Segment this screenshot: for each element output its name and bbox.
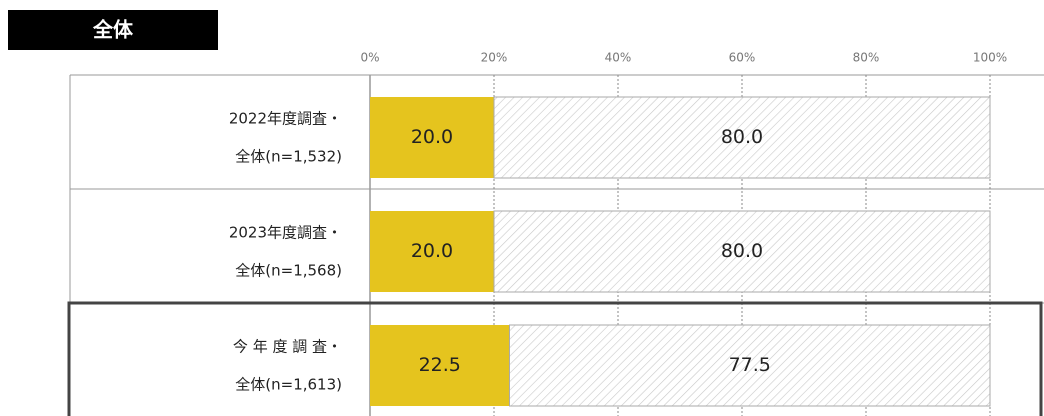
bar-segment xyxy=(370,211,494,292)
bar-segment xyxy=(493,210,991,293)
bar-segment xyxy=(509,324,991,407)
category-label: 全体(n=1,532) xyxy=(235,148,342,166)
value-label: 22.5 xyxy=(419,354,461,376)
category-label: 全体(n=1,613) xyxy=(235,376,342,394)
x-tick-label: 80% xyxy=(853,51,880,65)
category-label: 今 年 度 調 査・ xyxy=(233,338,342,356)
bar-segment xyxy=(493,96,991,179)
value-label: 80.0 xyxy=(721,126,763,148)
bar-segment xyxy=(370,325,510,406)
highlight-frame xyxy=(67,301,1043,416)
header-title: 全体 xyxy=(92,18,134,42)
value-label: 20.0 xyxy=(411,126,453,148)
category-label: 全体(n=1,568) xyxy=(235,262,342,280)
value-label: 77.5 xyxy=(729,354,771,376)
category-label: 2023年度調査・ xyxy=(229,224,342,242)
value-label: 80.0 xyxy=(721,240,763,262)
value-label: 20.0 xyxy=(411,240,453,262)
x-tick-label: 0% xyxy=(360,51,379,65)
bar-segment xyxy=(370,97,494,178)
x-tick-label: 40% xyxy=(605,51,632,65)
x-tick-label: 20% xyxy=(481,51,508,65)
x-tick-label: 60% xyxy=(729,51,756,65)
header-box xyxy=(8,10,218,50)
category-label: 2022年度調査・ xyxy=(229,110,342,128)
x-tick-label: 100% xyxy=(973,51,1007,65)
